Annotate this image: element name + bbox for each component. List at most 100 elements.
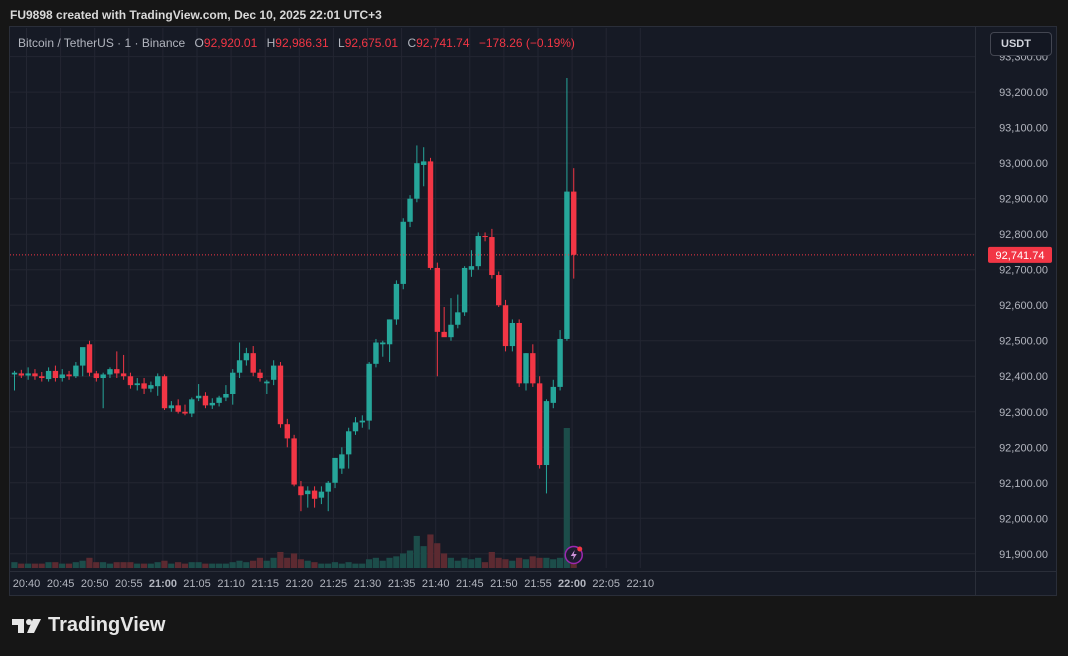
last-price-badge	[988, 246, 1052, 263]
candle-body	[216, 397, 222, 403]
volume-bar	[522, 559, 529, 568]
candle-body	[230, 372, 236, 394]
candle-body	[325, 482, 331, 492]
candle-body	[155, 376, 161, 387]
x-tick-label: 21:00	[149, 578, 177, 590]
x-tick-label: 21:30	[354, 578, 382, 590]
candle-body	[107, 369, 113, 375]
x-tick-label: 21:05	[183, 578, 211, 590]
candle-body	[32, 373, 38, 377]
y-tick-label: 92,100.00	[999, 478, 1048, 490]
candle-body	[421, 161, 427, 165]
candle-body	[80, 347, 86, 366]
y-tick-label: 93,200.00	[999, 87, 1048, 99]
volume-bar	[86, 557, 93, 568]
candle-body	[114, 369, 120, 374]
y-tick-label: 92,700.00	[999, 265, 1048, 277]
change-value: −178.26 (−0.19%)	[478, 36, 575, 50]
candle-body	[93, 373, 100, 379]
symbol-label: Bitcoin / TetherUS · 1 · Binance	[18, 36, 186, 50]
low-label: L	[338, 36, 345, 50]
volume-bar	[386, 557, 393, 568]
candle-body	[175, 405, 181, 412]
x-tick-label: 21:55	[524, 578, 552, 590]
volume-bar	[45, 562, 52, 568]
volume-bar	[536, 557, 543, 568]
candle-body	[25, 373, 31, 376]
volume-bar	[127, 562, 134, 568]
volume-bar	[365, 559, 373, 568]
volume-bar	[379, 560, 386, 568]
candle-body	[134, 383, 140, 386]
volume-bar	[72, 562, 79, 568]
volume-bar	[18, 563, 25, 568]
tradingview-brand[interactable]: TradingView	[12, 614, 165, 637]
candle-body	[141, 383, 147, 389]
candle-body	[461, 267, 468, 313]
volume-bar	[352, 563, 359, 568]
volume-bar	[311, 562, 318, 568]
candle-body	[277, 365, 284, 425]
candle-body	[189, 399, 195, 414]
volume-bar	[270, 557, 277, 568]
volume-bar	[515, 557, 523, 568]
candle-body	[345, 431, 352, 455]
candle-body	[448, 324, 454, 338]
y-tick-label: 92,500.00	[999, 336, 1048, 348]
candle-body	[66, 374, 72, 377]
x-tick-label: 20:55	[115, 578, 143, 590]
volume-bar	[461, 557, 468, 568]
volume-bar	[147, 563, 154, 568]
candle-body	[373, 342, 379, 364]
volume-bar	[420, 546, 427, 568]
candle-body	[468, 266, 475, 270]
volume-bar	[318, 563, 325, 568]
volume-bar	[154, 562, 161, 568]
x-tick-label: 21:20	[286, 578, 314, 590]
currency-button[interactable]: USDT	[990, 32, 1052, 56]
close-label: C	[407, 36, 417, 50]
volume-bar	[509, 560, 516, 568]
candle-body	[475, 235, 481, 267]
volume-bar	[570, 560, 577, 568]
candle-body	[86, 344, 93, 373]
candle-body	[571, 191, 577, 255]
volume-bar	[31, 563, 38, 568]
chart-frame[interactable]	[9, 26, 1057, 596]
candle-body	[550, 386, 556, 403]
volume-bar	[325, 563, 332, 568]
candle-body	[120, 373, 127, 377]
x-tick-label: 20:45	[47, 578, 75, 590]
candle-body	[482, 235, 488, 238]
y-tick-label: 91,900.00	[999, 549, 1048, 561]
volume-bar	[427, 534, 434, 568]
candle-body	[305, 490, 311, 495]
candle-body	[257, 372, 263, 379]
y-tick-label: 92,800.00	[999, 229, 1048, 241]
candle-body	[407, 198, 413, 222]
candle-body	[496, 275, 502, 306]
volume-bar	[372, 557, 379, 568]
volume-bar	[393, 556, 400, 568]
volume-bar	[263, 560, 270, 568]
x-tick-label: 22:00	[558, 578, 586, 590]
volume-bar	[304, 560, 311, 568]
tradingview-wordmark: TradingView	[48, 614, 166, 636]
candle-body	[311, 490, 318, 499]
volume-bar	[181, 563, 188, 568]
lightning-icon[interactable]	[564, 545, 583, 565]
candle-body	[195, 395, 202, 399]
volume-bar	[563, 428, 570, 568]
volume-bar	[65, 563, 73, 568]
y-tick-label: 92,200.00	[999, 442, 1048, 454]
volume-bar	[24, 563, 32, 568]
candle-body	[502, 305, 509, 347]
created-by-caption: FU9898 created with TradingView.com, Dec…	[10, 8, 382, 22]
candle-body	[557, 338, 563, 387]
volume-bar	[174, 562, 182, 568]
volume-bar	[222, 563, 229, 568]
volume-bar	[475, 557, 482, 568]
volume-bar	[113, 562, 120, 568]
candle-body	[332, 457, 338, 483]
